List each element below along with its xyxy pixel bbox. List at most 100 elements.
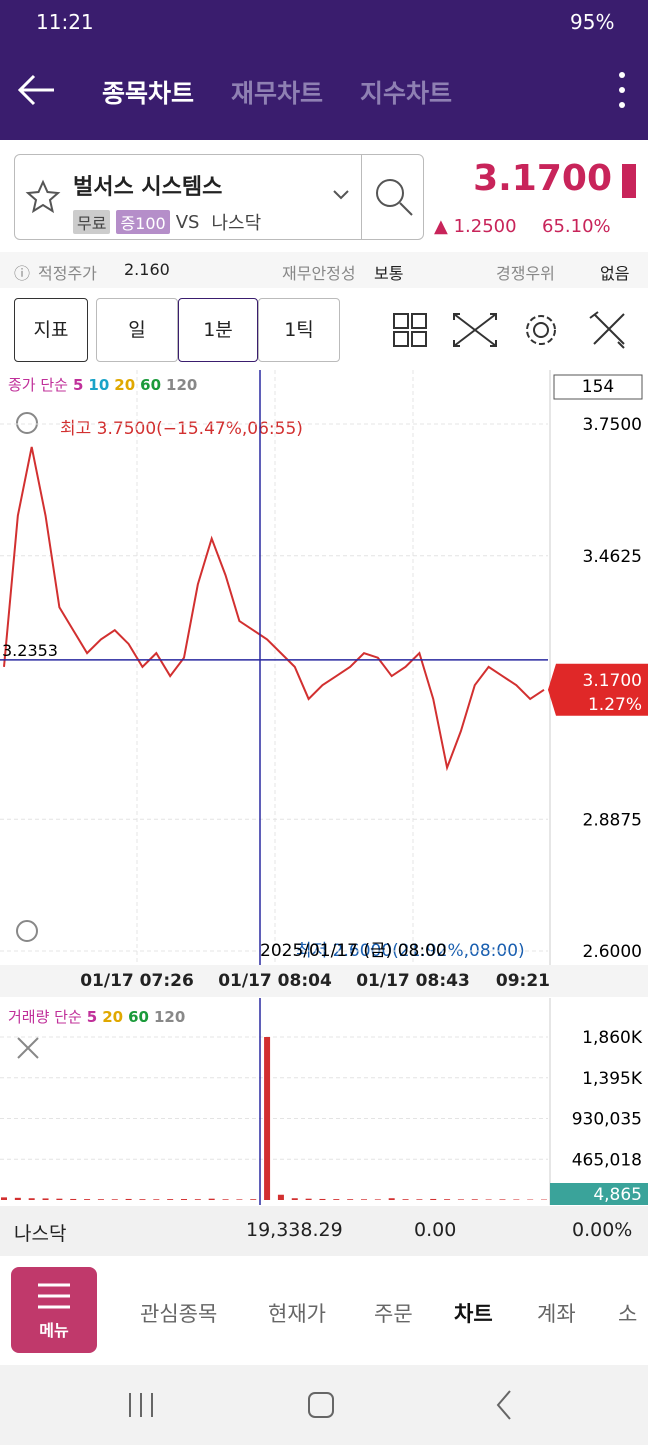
nav-item[interactable]: 소 [618, 1298, 637, 1328]
y-tick-label: 930,035 [572, 1110, 642, 1130]
y-tick-label: 465,018 [572, 1150, 642, 1170]
period-button[interactable]: 1틱 [258, 298, 340, 362]
cursor-date: 2025/01/17 (금) 08:00 [260, 941, 447, 961]
nav-item[interactable]: 현재가 [268, 1298, 326, 1328]
nav-item[interactable]: 관심종목 [140, 1298, 217, 1328]
tag: VS [176, 212, 200, 233]
crosshair-price: 3.2353 [2, 641, 58, 660]
volume-bar [430, 1199, 436, 1200]
volume-bar [513, 1199, 519, 1200]
stock-box[interactable]: 벌서스 시스템스 무료 증100 VS 나스닥 [14, 154, 424, 240]
back-button[interactable] [14, 70, 58, 110]
current-pct: 1.27% [588, 695, 642, 715]
dropdown[interactable] [331, 185, 351, 205]
count: 154 [582, 377, 614, 397]
volume-bar [139, 1199, 145, 1200]
price-line [4, 447, 544, 768]
volume-bar [292, 1198, 298, 1200]
indicator-button[interactable]: 지표 [14, 298, 88, 362]
index-change: 0.00 [414, 1219, 456, 1241]
change-pct: 65.10% [542, 216, 611, 237]
volume-bar [389, 1198, 395, 1200]
volume-bar [306, 1199, 312, 1200]
star-icon[interactable] [25, 179, 61, 215]
status-battery: 95% [570, 10, 614, 34]
system-nav [0, 1365, 648, 1445]
period-button[interactable]: 1분 [178, 298, 258, 362]
info-label: 경쟁우위 [496, 260, 555, 284]
tag: 나스닥 [211, 209, 261, 235]
tag: 증100 [116, 210, 169, 234]
y-tick-label: 1,860K [582, 1028, 643, 1048]
ma-period: 5 [73, 376, 83, 394]
zoom-out[interactable] [17, 921, 37, 941]
volume-bar [236, 1199, 242, 1200]
volume-bar [29, 1198, 35, 1200]
volume-bar [15, 1198, 21, 1200]
volume-bar [126, 1199, 132, 1200]
x-tick-label: 01/17 08:04 [218, 971, 332, 991]
volume-bar [499, 1199, 505, 1200]
info-label: 적정주가 [38, 260, 97, 284]
menu-label: 메뉴 [11, 1317, 97, 1341]
tag: 무료 [73, 210, 110, 234]
ma-period: 20 [102, 1008, 123, 1026]
y-tick-label: 3.7500 [583, 415, 642, 435]
volume-bar [278, 1195, 284, 1200]
index-name: 나스닥 [14, 1219, 66, 1246]
change: ▲ 1.2500 [434, 216, 517, 237]
more-button[interactable] [612, 70, 632, 110]
volume-bar [209, 1199, 215, 1200]
index-change-pct: 0.00% [572, 1219, 632, 1241]
volume-bar [112, 1199, 118, 1200]
nav-item[interactable]: 계좌 [537, 1298, 576, 1328]
volume-bar [444, 1199, 450, 1200]
volume-bar [347, 1199, 353, 1200]
search-button[interactable] [361, 155, 424, 239]
volume-bar [250, 1199, 256, 1200]
index-bar: 나스닥 19,338.29 0.00 0.00% [0, 1206, 648, 1256]
nav-item[interactable]: 주문 [374, 1298, 413, 1328]
zoom-in[interactable] [17, 413, 37, 433]
price-marker [622, 164, 636, 198]
volume-bar [167, 1199, 173, 1200]
menu-button[interactable]: 메뉴 [11, 1267, 97, 1353]
volume-bar [1, 1197, 7, 1200]
period-button[interactable]: 일 [96, 298, 178, 362]
info-row: ⓘ 적정주가 2.160 재무안정성 보통 경쟁우위 없음 [0, 252, 648, 288]
high-label: 최고 3.7500(−15.47%,06:55) [60, 419, 303, 439]
header: 11:21 95% 종목차트 재무차트 지수차트 [0, 0, 648, 140]
volume-bar [319, 1199, 325, 1200]
tab[interactable]: 지수차트 [360, 74, 452, 110]
ma-period: 120 [154, 1008, 185, 1026]
volume-bar [458, 1199, 464, 1200]
ma-period: 60 [140, 376, 161, 394]
volume-bar [70, 1199, 76, 1200]
y-tick-label: 3.4625 [583, 547, 642, 567]
tab[interactable]: 종목차트 [102, 74, 194, 110]
ma-legend-label: 거래량 단순 [8, 1008, 82, 1026]
ma-period: 10 [88, 376, 109, 394]
volume-bar [264, 1037, 270, 1200]
tab[interactable]: 재무차트 [231, 74, 323, 110]
volume-bar [195, 1199, 201, 1200]
volume-bar [403, 1199, 409, 1200]
current-price: 3.1700 [583, 671, 642, 691]
x-tick-label: 01/17 08:43 [356, 971, 470, 991]
volume-bar [153, 1199, 159, 1200]
volume-bar [361, 1199, 367, 1200]
nav-item[interactable]: 차트 [454, 1298, 493, 1328]
y-tick-label: 2.8875 [583, 810, 642, 830]
volume-bar [181, 1199, 187, 1200]
ma-period: 20 [114, 376, 135, 394]
tool-icons[interactable] [390, 308, 640, 352]
volume-bar [84, 1199, 90, 1200]
y-tick-label: 2.6000 [583, 942, 642, 962]
close-icon[interactable] [18, 1038, 38, 1058]
current-volume: 4,865 [593, 1185, 642, 1205]
